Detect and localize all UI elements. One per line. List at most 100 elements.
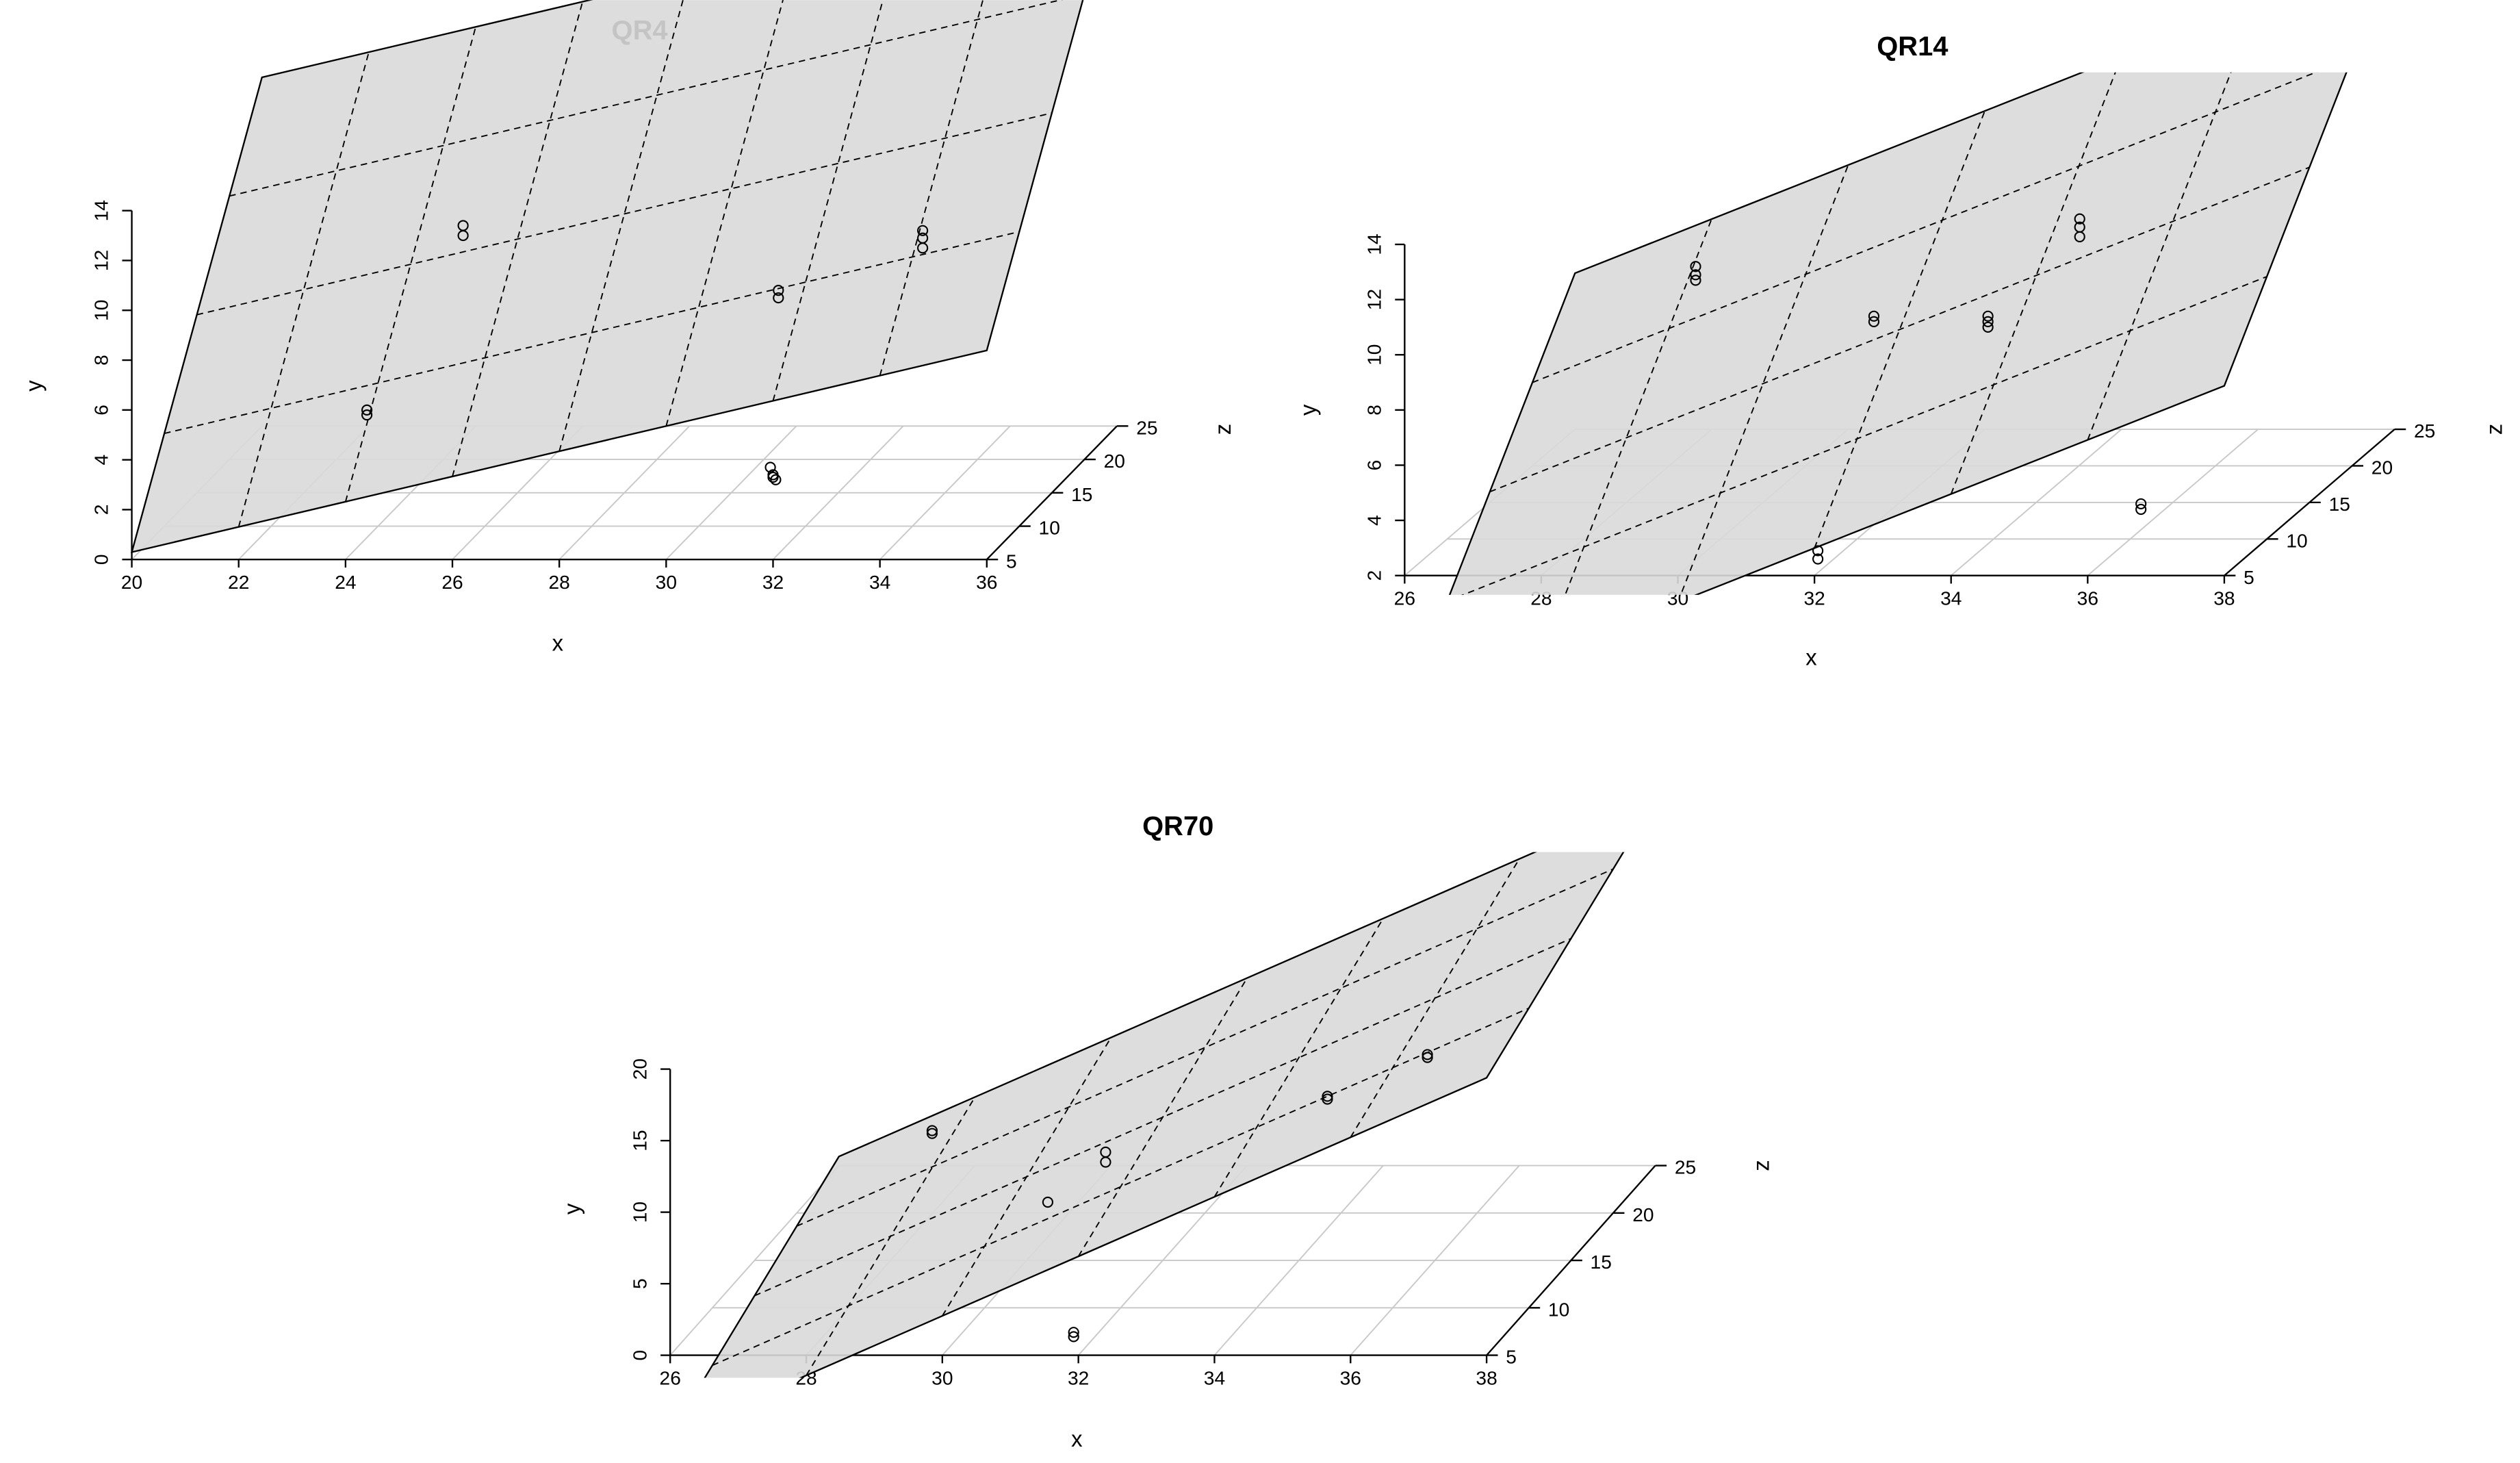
point: [770, 474, 782, 485]
x-axis-label: x: [552, 630, 564, 655]
grid-line: [1350, 1165, 1520, 1356]
plane-grid: [1077, 978, 1248, 1257]
y-tick-label: 12: [1363, 289, 1385, 310]
z-tick-label: 20: [2371, 457, 2393, 479]
y-tick-label: 0: [628, 1350, 650, 1361]
plane-grid: [1532, 72, 2317, 383]
plane-group: [130, 0, 1084, 554]
point: [2074, 213, 2085, 225]
z-tick-label: 25: [1675, 1156, 1696, 1178]
point: [1068, 1327, 1079, 1338]
point: [1690, 269, 1701, 281]
point: [1042, 1196, 1054, 1208]
grid-line: [558, 425, 691, 560]
point: [773, 285, 784, 296]
point: [1812, 553, 1824, 565]
z-tick-label: 10: [1039, 517, 1060, 539]
x-axis-label: x: [1071, 1426, 1083, 1451]
plane-grid: [1213, 918, 1384, 1197]
grid-line: [1213, 1165, 1384, 1356]
grid-line: [2087, 429, 2259, 576]
point: [361, 409, 373, 421]
x-axis-label: x: [1805, 645, 1817, 670]
grid-line: [669, 1165, 840, 1356]
z-axis-label: z: [2481, 424, 2506, 435]
y-tick-label: 10: [90, 300, 112, 321]
plane-grid: [229, 0, 1063, 197]
point: [1812, 545, 1824, 557]
point: [2074, 231, 2085, 242]
y-tick-label: 8: [1363, 405, 1385, 416]
point: [1690, 261, 1701, 272]
point: [764, 461, 776, 473]
y-tick-label: 8: [90, 355, 112, 366]
point: [917, 242, 929, 254]
x-tick-label: 22: [228, 571, 249, 593]
x-tick-label: 32: [1803, 587, 1825, 609]
z-tick-label: 15: [1591, 1251, 1612, 1273]
x-tick-label: 36: [1340, 1366, 1361, 1388]
y-tick-label: 12: [90, 250, 112, 271]
z-tick-label: 15: [1071, 483, 1092, 505]
point: [1982, 321, 1994, 333]
y-axis-label: y: [1295, 404, 1320, 416]
point: [773, 292, 784, 304]
plane-grid: [558, 0, 684, 452]
plane-grid: [772, 0, 884, 401]
x-tick-label: 38: [2213, 587, 2235, 609]
point: [1982, 310, 1994, 322]
x-tick-label: 36: [976, 571, 997, 593]
y-tick-label: 0: [90, 554, 112, 565]
point: [767, 472, 779, 483]
x-tick-label: 24: [335, 571, 356, 593]
x-tick-label: 26: [660, 1366, 681, 1388]
y-tick-label: 5: [628, 1278, 650, 1289]
x-tick-label: 28: [549, 571, 570, 593]
plane-grid: [879, 0, 984, 376]
plane-grid: [237, 51, 370, 527]
z-tick-label: 25: [2414, 420, 2435, 442]
point: [926, 1125, 938, 1136]
point: [1068, 1331, 1079, 1343]
plane-group: [1448, 72, 2348, 595]
point: [2135, 498, 2147, 510]
y-tick-label: 2: [1363, 570, 1385, 581]
plane-group: [704, 852, 1625, 1378]
y-axis-label: y: [559, 1203, 584, 1214]
z-tick-label: 25: [1136, 416, 1157, 438]
z-axis-label: z: [1749, 1160, 1774, 1171]
y-tick-label: 2: [90, 505, 112, 516]
x-tick-label: 34: [1204, 1366, 1225, 1388]
z-axis-label: z: [1210, 424, 1235, 435]
plane-grid: [452, 1, 584, 477]
y-tick-label: 14: [90, 200, 112, 221]
z-tick-label: 10: [2286, 529, 2307, 551]
point: [1868, 316, 1880, 327]
y-tick-label: 10: [1363, 344, 1385, 366]
point: [1690, 275, 1701, 286]
plane-grid: [1489, 166, 2310, 493]
grid-line: [879, 425, 1011, 560]
y-tick-label: 14: [1363, 233, 1385, 255]
z-tick-label: 20: [1104, 450, 1125, 472]
y-tick-label: 6: [90, 405, 112, 416]
x-tick-label: 20: [121, 571, 142, 593]
y-tick-label: 4: [1363, 515, 1385, 526]
plane-grid: [1461, 276, 2267, 595]
plane-grid: [164, 231, 1020, 435]
y-tick-label: 15: [628, 1130, 650, 1151]
plane-grid: [665, 0, 784, 427]
z-tick-label: 10: [1548, 1298, 1569, 1320]
panel: QR4xyz2022242628303234360246810121451015…: [21, 0, 1235, 655]
z-tick-label: 20: [1632, 1204, 1654, 1225]
regression-plane: [1448, 72, 2348, 595]
y-tick-label: 4: [90, 455, 112, 466]
point: [1422, 1052, 1433, 1063]
point: [1100, 1156, 1111, 1168]
x-tick-label: 34: [1940, 587, 1962, 609]
plane-grid: [754, 938, 1571, 1297]
